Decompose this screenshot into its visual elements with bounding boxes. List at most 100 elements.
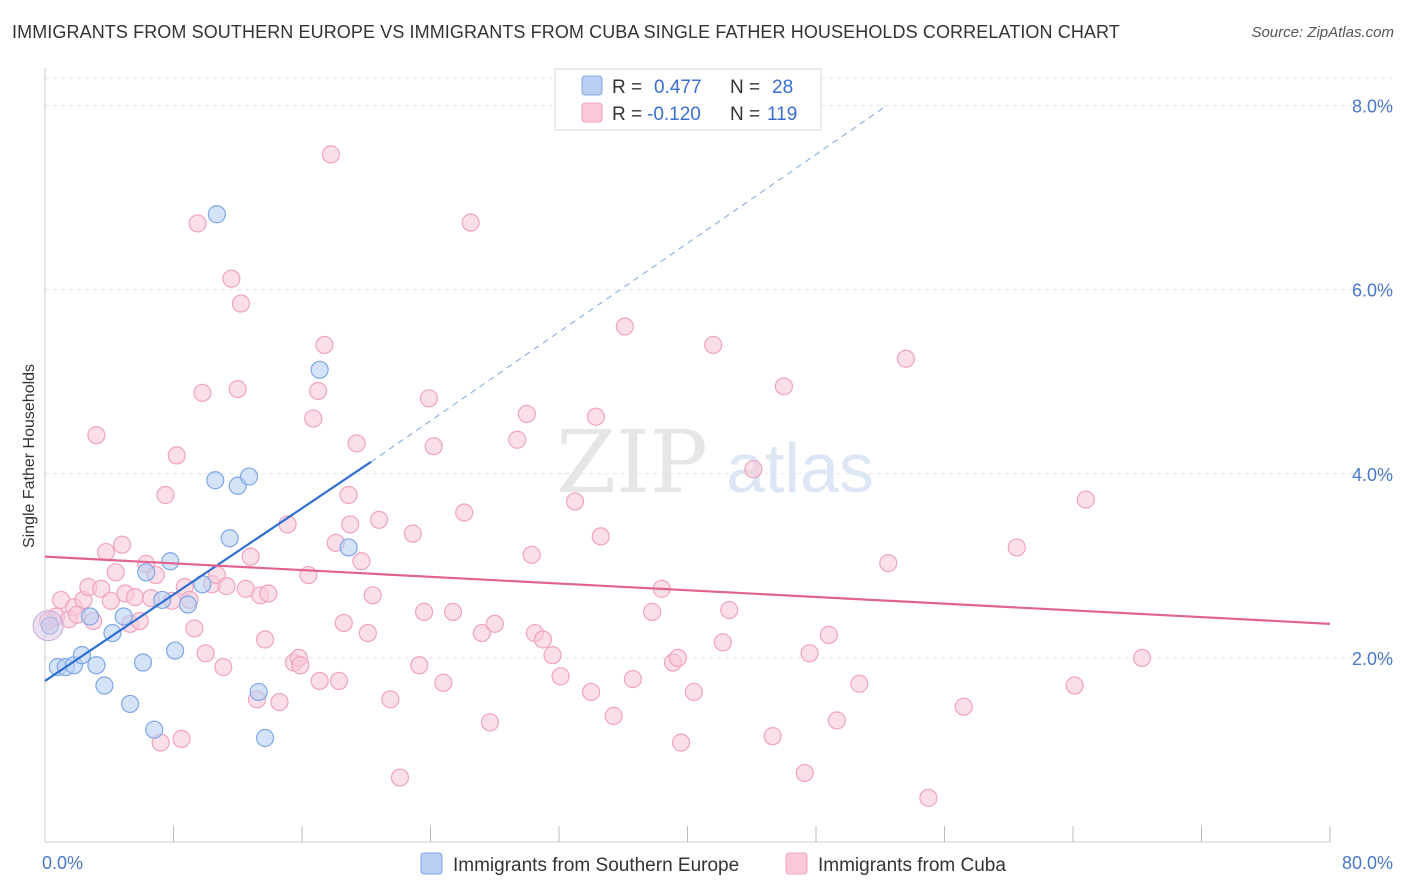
cuba-point-111	[850, 674, 869, 693]
cuba-point-71	[414, 602, 434, 621]
cuba-point-62	[347, 434, 366, 453]
cuba-point-32	[196, 644, 215, 663]
cuba-point-74	[434, 673, 453, 692]
cuba-point-60	[339, 485, 358, 505]
southern-europe-point-27	[339, 538, 358, 557]
cuba-point-56	[321, 145, 341, 164]
southern-europe-point-25	[255, 728, 275, 748]
cuba-point-66	[370, 510, 389, 529]
legend-r-label-2: R =	[612, 104, 642, 125]
cuba-point-13	[106, 563, 125, 582]
cuba-point-110	[827, 711, 846, 730]
cuba-point-23	[156, 485, 175, 505]
cuba-point-79	[480, 713, 500, 732]
cuba-point-88	[565, 492, 585, 511]
southern-europe-point-5	[80, 607, 100, 626]
cuba-point-113	[896, 349, 916, 368]
trend-cuba	[44, 555, 1331, 625]
cuba-point-70	[410, 656, 429, 675]
cuba-point-76	[455, 503, 474, 522]
cuba-point-91	[591, 527, 610, 546]
southern-europe-point-9	[114, 607, 133, 626]
cuba-point-92	[604, 706, 623, 725]
cuba-point-106	[774, 377, 793, 396]
cuba-point-82	[517, 404, 536, 424]
cuba-point-30	[188, 214, 207, 233]
southern-europe-point-10	[121, 694, 140, 714]
southern-europe-point-13	[145, 720, 164, 739]
cuba-point-61	[341, 515, 360, 534]
cuba-point-98	[668, 648, 687, 668]
x-tick-label-1: 80.0%	[1342, 853, 1393, 873]
cuba-point-105	[763, 727, 782, 746]
southern-europe-point-26	[310, 360, 329, 379]
cuba-point-89	[582, 682, 601, 702]
cuba-point-14	[112, 535, 132, 554]
cuba-point-86	[543, 646, 562, 665]
cuba-point-75	[443, 602, 463, 621]
legend-n-value-2: 119	[767, 104, 797, 125]
cuba-point-12	[101, 591, 120, 610]
cuba-point-85	[533, 630, 553, 649]
legend-r-label-1: R =	[612, 77, 642, 98]
cuba-point-64	[358, 623, 377, 643]
cuba-point-37	[222, 269, 241, 288]
southern-europe-point-24	[249, 682, 268, 702]
cuba-point-50	[291, 656, 310, 675]
cuba-point-73	[424, 437, 443, 456]
cuba-point-38	[228, 380, 247, 399]
cuba-point-118	[1076, 490, 1095, 509]
cuba-point-90	[586, 407, 606, 426]
cuba-point-29	[185, 619, 204, 638]
cuba-point-108	[800, 644, 819, 663]
cuba-point-26	[172, 729, 191, 749]
southern-europe-point-12	[137, 563, 156, 582]
bottom-legend-swatch-cuba	[785, 852, 808, 875]
cuba-point-72	[419, 389, 438, 408]
southern-europe-point-16	[166, 641, 185, 660]
origin-cluster-point	[32, 610, 64, 642]
cuba-point-67	[381, 690, 400, 709]
legend-swatch-southern-europe	[581, 75, 603, 96]
cuba-point-101	[704, 335, 723, 355]
legend-r-value-2: -0.120	[647, 104, 701, 125]
y-tick-label-2: 6.0%	[1352, 281, 1393, 301]
cuba-point-117	[1065, 676, 1084, 695]
cuba-point-115	[954, 697, 973, 716]
cuba-point-9	[87, 426, 106, 445]
series-legend: Immigrants from Southern Europe Immigran…	[420, 852, 1006, 876]
cuba-point-103	[720, 600, 739, 620]
cuba-point-83	[522, 545, 541, 564]
cuba-point-55	[315, 335, 334, 355]
cuba-point-53	[310, 671, 329, 691]
cuba-point-44	[255, 630, 275, 649]
cuba-point-95	[643, 602, 662, 621]
cuba-point-36	[217, 577, 236, 596]
southern-europe-point-17	[178, 595, 198, 614]
cuba-point-45	[259, 584, 278, 603]
cuba-point-112	[879, 553, 898, 573]
cuba-point-109	[819, 625, 838, 644]
trend-southern-europe-dashed	[370, 105, 888, 463]
legend-n-value-1: 28	[772, 77, 793, 98]
cuba-point-54	[308, 381, 328, 401]
cuba-point-119	[1132, 648, 1152, 668]
cuba-point-65	[363, 586, 382, 605]
southern-europe-point-23	[239, 467, 259, 486]
cuba-point-35	[214, 658, 233, 677]
cuba-point-31	[193, 383, 212, 402]
series-southern-europe-points	[32, 205, 358, 748]
cuba-point-63	[352, 552, 371, 571]
trend-southern-europe-solid	[44, 460, 372, 682]
cuba-point-116	[1007, 538, 1026, 557]
y-tick-label-0: 2.0%	[1352, 649, 1393, 669]
cuba-point-99	[671, 733, 691, 752]
watermark: ZIP atlas	[556, 413, 874, 513]
y-axis-label: Single Father Households	[21, 364, 38, 548]
cuba-point-46	[270, 692, 289, 712]
cuba-point-114	[919, 788, 938, 807]
bottom-legend-label-cuba: Immigrants from Cuba	[818, 855, 1006, 876]
legend-r-value-1: 0.477	[654, 77, 702, 98]
cuba-point-69	[403, 524, 422, 543]
cuba-point-52	[304, 409, 323, 428]
